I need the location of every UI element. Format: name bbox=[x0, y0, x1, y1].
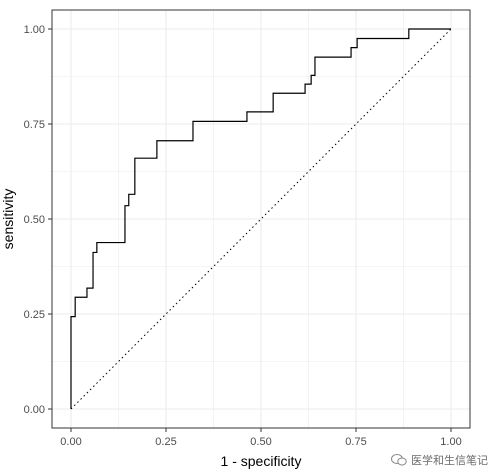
x-tick-label: 0.25 bbox=[155, 436, 176, 448]
y-tick-label: 1.00 bbox=[24, 24, 45, 36]
y-tick-label: 0.25 bbox=[24, 309, 45, 321]
watermark-text: 医学和生信笔记 bbox=[411, 455, 488, 467]
x-tick-label: 0.50 bbox=[250, 436, 271, 448]
roc-curve-line bbox=[70, 28, 451, 409]
x-axis-ticks: 0.00 0.25 0.50 0.75 1.00 bbox=[60, 428, 462, 448]
x-tick-label: 1.00 bbox=[440, 436, 461, 448]
major-gridlines bbox=[52, 10, 470, 428]
y-axis-ticks: 0.00 0.25 0.50 0.75 1.00 bbox=[24, 24, 52, 416]
y-tick-label: 0.50 bbox=[24, 214, 45, 226]
y-tick-label: 0.75 bbox=[24, 119, 45, 131]
x-tick-label: 0.00 bbox=[60, 436, 81, 448]
x-axis-title: 1 - specificity bbox=[221, 453, 302, 469]
y-axis-title: sensitivity bbox=[0, 189, 16, 250]
watermark: 医学和生信笔记 bbox=[391, 452, 488, 468]
y-tick-label: 0.00 bbox=[24, 404, 45, 416]
x-tick-label: 0.75 bbox=[345, 436, 366, 448]
wechat-icon bbox=[391, 454, 407, 466]
